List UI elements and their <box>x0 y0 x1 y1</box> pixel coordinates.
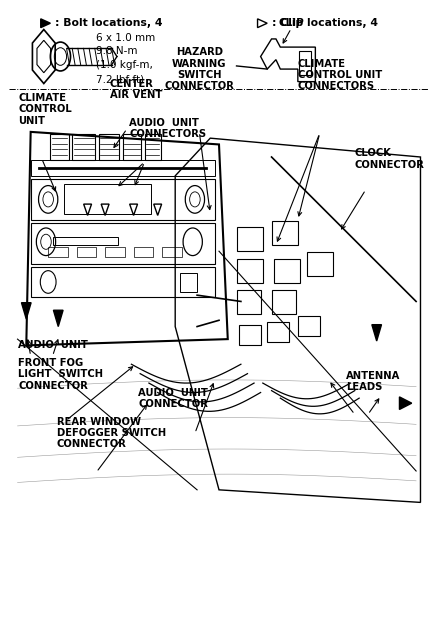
Text: 7.2 lbf-ft): 7.2 lbf-ft) <box>96 74 145 84</box>
Text: REAR WINDOW
DEFOGGER SWITCH
CONNECTOR: REAR WINDOW DEFOGGER SWITCH CONNECTOR <box>57 416 166 449</box>
Text: CLOCK
CONNECTOR: CLOCK CONNECTOR <box>355 148 425 170</box>
Text: : Clip locations, 4: : Clip locations, 4 <box>272 18 378 28</box>
Text: HAZARD
WARNING
SWITCH
CONNECTOR: HAZARD WARNING SWITCH CONNECTOR <box>164 48 234 91</box>
Text: CLIMATE
CONTROL
UNIT: CLIMATE CONTROL UNIT <box>18 93 72 126</box>
Polygon shape <box>399 397 412 409</box>
Text: ANTENNA
LEADS: ANTENNA LEADS <box>346 371 400 392</box>
Polygon shape <box>21 303 31 319</box>
Text: : Bolt locations, 4: : Bolt locations, 4 <box>55 18 162 28</box>
Text: 9.8 N-m: 9.8 N-m <box>96 46 138 57</box>
Polygon shape <box>41 19 50 28</box>
Text: AUDIO  UNIT: AUDIO UNIT <box>18 340 88 350</box>
Text: AUDIO  UNIT
CONNECTOR: AUDIO UNIT CONNECTOR <box>138 388 208 409</box>
Text: CLIMATE
CONTROL UNIT
CONNECTORS: CLIMATE CONTROL UNIT CONNECTORS <box>298 58 382 91</box>
Text: AUDIO  UNIT
CONNECTORS: AUDIO UNIT CONNECTORS <box>129 118 206 139</box>
Polygon shape <box>372 325 381 341</box>
Text: CENTER
AIR VENT: CENTER AIR VENT <box>110 79 162 100</box>
Polygon shape <box>53 310 63 327</box>
Text: FRONT FOG
LIGHT  SWITCH
CONNECTOR: FRONT FOG LIGHT SWITCH CONNECTOR <box>18 358 103 391</box>
Text: (1.0 kgf-m,: (1.0 kgf-m, <box>96 60 153 70</box>
Text: 6 x 1.0 mm: 6 x 1.0 mm <box>96 33 155 43</box>
Text: CLIP: CLIP <box>279 18 304 28</box>
